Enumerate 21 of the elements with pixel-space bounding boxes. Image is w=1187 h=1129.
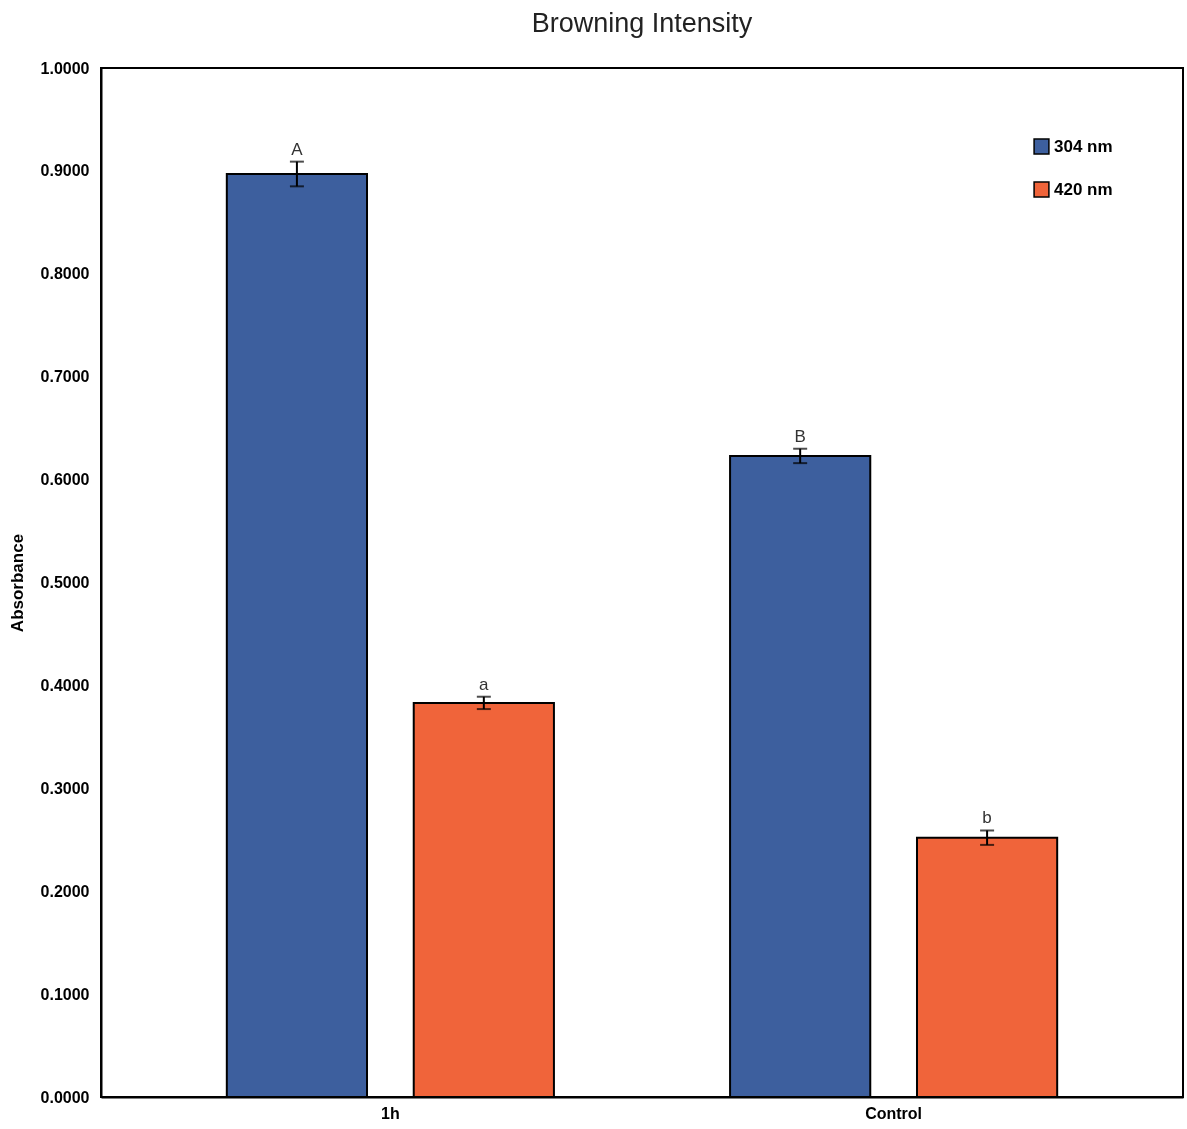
annotation: b — [982, 808, 992, 828]
y-axis-title: Absorbance — [7, 533, 27, 633]
chart-title: Browning Intensity — [531, 8, 753, 38]
legend-label: 304 nm — [1054, 136, 1113, 156]
annotation: a — [479, 674, 490, 694]
y-tick-label: 0.7000 — [40, 368, 90, 386]
y-tick-label: 0.6000 — [40, 471, 90, 489]
annotation: B — [794, 426, 806, 446]
y-tick-label: 0.4000 — [40, 676, 90, 694]
y-tick-label: 0.2000 — [40, 882, 90, 900]
x-tick-label: 1h — [381, 1104, 400, 1122]
x-tick-label: Control — [865, 1104, 923, 1122]
y-tick-label: 0.3000 — [40, 779, 90, 797]
y-tick-label: 0.0000 — [40, 1088, 90, 1106]
y-tick-label: 0.5000 — [40, 574, 90, 591]
y-tick-label: 0.1000 — [40, 985, 90, 1003]
y-tick-label: 1.0000 — [40, 59, 90, 77]
y-tick-label: 0.9000 — [40, 162, 90, 180]
legend-label: 420 nm — [1054, 179, 1113, 199]
annotation: A — [291, 139, 304, 159]
y-tick-label: 0.8000 — [40, 265, 90, 283]
